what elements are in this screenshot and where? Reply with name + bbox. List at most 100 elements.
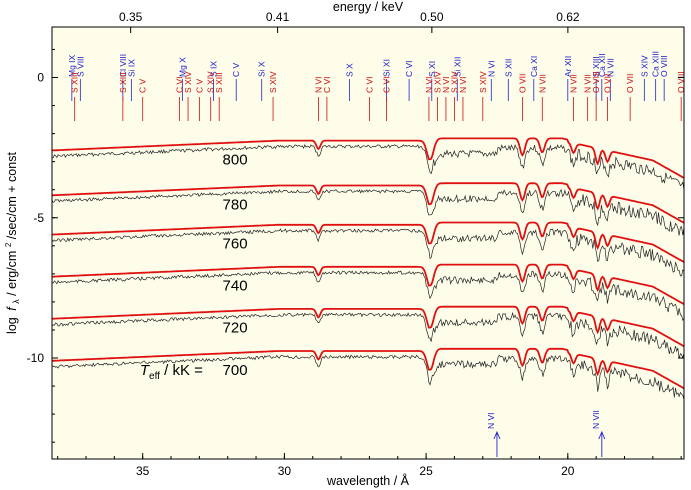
ylabel-rest: / erg/cm bbox=[5, 251, 19, 296]
blue-line-label-3: Si IX bbox=[126, 59, 136, 77]
red-line-label-7: S XIII bbox=[214, 72, 224, 93]
teff-label-780: 780 bbox=[223, 196, 248, 213]
top-tick-label-2: 0.50 bbox=[420, 10, 444, 24]
red-line-label-10: C VI bbox=[322, 76, 332, 93]
red-line-label-22: N VII bbox=[583, 74, 593, 93]
observed-spectrum-780 bbox=[51, 188, 685, 236]
teff-prefix: Teff / kK = bbox=[140, 362, 203, 382]
x-tick-label-2: 25 bbox=[419, 464, 433, 478]
axes-group: 35 30 25 20 0 -5 -10 0.35 0.41 0.50 0.62 bbox=[27, 10, 684, 478]
red-line-label-2: C V bbox=[138, 79, 148, 94]
red-line-label-8: S XIV bbox=[268, 71, 278, 93]
blue-line-label-10: C VI bbox=[404, 60, 414, 77]
blue-line-label-8: S X bbox=[345, 63, 355, 77]
teff-label-720: 720 bbox=[223, 320, 248, 337]
red-line-label-3: C VI bbox=[175, 76, 185, 93]
red-line-label-9: N VI bbox=[313, 76, 323, 93]
red-line-label-24: O VII bbox=[602, 74, 612, 93]
blue-line-label-0: Mg IX bbox=[67, 54, 77, 77]
red-line-label-14: S XIV bbox=[432, 71, 442, 93]
teff-label-740: 740 bbox=[223, 278, 248, 295]
blue-line-label-15: Ca XI bbox=[529, 56, 539, 77]
ylabel-f: f bbox=[5, 306, 19, 311]
observed-spectrum-740 bbox=[51, 270, 685, 322]
ylabel-sup: 2 bbox=[4, 242, 13, 247]
red-line-label-17: N VI bbox=[458, 76, 468, 93]
red-line-label-1: S XIII bbox=[118, 72, 128, 93]
blue-line-label-21: Ca XIII bbox=[651, 51, 661, 77]
red-line-label-21: N VII bbox=[568, 74, 578, 93]
observed-spectrum-700 bbox=[51, 354, 685, 400]
red-line-label-26: O VIII bbox=[676, 71, 686, 93]
observed-spectrum-760 bbox=[51, 228, 685, 277]
red-line-label-25: O VII bbox=[625, 74, 635, 93]
top-tick-label-0: 0.35 bbox=[119, 10, 143, 24]
red-line-label-11: C VI bbox=[364, 76, 374, 93]
red-line-label-23: O VIII bbox=[591, 71, 601, 93]
red-line-label-4: S XIV bbox=[183, 71, 193, 93]
red-line-label-16: S XIV bbox=[449, 71, 459, 93]
blue-line-label-19: N VII bbox=[605, 58, 615, 77]
teff-unit: / kK = bbox=[160, 362, 203, 379]
y-tick-label-1: -5 bbox=[33, 211, 44, 225]
blue-line-label-17: S XIII bbox=[591, 56, 601, 77]
red-line-label-13: N VI bbox=[424, 76, 434, 93]
blue-line-label-2: Cl VIII bbox=[118, 54, 128, 77]
red-line-label-20: N VII bbox=[537, 74, 547, 93]
spectra-group bbox=[51, 137, 685, 400]
teff-label-760: 760 bbox=[223, 236, 248, 253]
x-axis-title: wavelength / Å bbox=[326, 473, 410, 488]
blue-line-label-5: S IX bbox=[209, 61, 219, 77]
observed-spectrum-720 bbox=[51, 311, 685, 359]
teff-label-800: 800 bbox=[223, 151, 248, 168]
model-spectrum-780 bbox=[52, 182, 685, 224]
blue-line-label-9: Si XI bbox=[381, 59, 391, 77]
red-line-label-12: C VI bbox=[381, 76, 391, 93]
arrow-head-0 bbox=[493, 430, 501, 440]
teff-T: T bbox=[140, 362, 151, 379]
ylabel-tail: /sec/cm + const bbox=[5, 152, 19, 240]
ylabel-lambda: λ bbox=[11, 299, 21, 304]
x-tick-label-1: 30 bbox=[278, 464, 292, 478]
plot-frame bbox=[51, 26, 685, 460]
blue-line-label-13: N VI bbox=[486, 60, 496, 77]
y-tick-label-2: -10 bbox=[27, 351, 45, 365]
blue-line-label-14: S XII bbox=[503, 59, 513, 77]
teff-labels: 800 780 760 740 720 700 Teff / kK = bbox=[140, 151, 248, 381]
red-line-label-6: S XIV bbox=[206, 71, 216, 93]
blue-line-label-11: S XI bbox=[427, 61, 437, 77]
model-spectrum-720 bbox=[52, 305, 685, 348]
arrow-head-1 bbox=[598, 430, 606, 440]
blue-line-label-20: S XIV bbox=[639, 55, 649, 77]
blue-line-label-7: Si X bbox=[257, 61, 267, 77]
top-tick-label-1: 0.41 bbox=[266, 10, 290, 24]
blue-line-label-22: O VIII bbox=[659, 55, 669, 77]
red-line-label-19: O VII bbox=[517, 74, 527, 93]
y-axis-title: log f λ / erg/cm 2 /sec/cm + const bbox=[0, 152, 22, 334]
blue-line-label-12: Si XII bbox=[452, 57, 462, 77]
red-line-label-5: C V bbox=[194, 79, 204, 94]
x-tick-label-0: 35 bbox=[136, 464, 150, 478]
model-spectrum-740 bbox=[51, 263, 685, 305]
teff-sub: eff bbox=[149, 371, 160, 382]
model-spectrum-800 bbox=[52, 137, 685, 179]
red-line-label-0: S XIII bbox=[70, 72, 80, 93]
top-axis-title: energy / keV bbox=[333, 0, 404, 14]
blue-line-label-1: S VIII bbox=[75, 56, 85, 77]
top-tick-label-3: 0.62 bbox=[556, 10, 580, 24]
arrow-label-0: N VI bbox=[486, 412, 496, 429]
red-line-label-15: N VI bbox=[441, 76, 451, 93]
plot-background bbox=[52, 27, 684, 459]
ylabel-log: log bbox=[5, 317, 19, 334]
arrow-label-1: N VII bbox=[591, 410, 601, 429]
model-spectrum-760 bbox=[51, 221, 685, 263]
red-line-label-18: S XIV bbox=[478, 71, 488, 93]
observed-spectrum-800 bbox=[51, 144, 685, 191]
y-tick-label-0: 0 bbox=[37, 70, 44, 84]
blue-line-label-6: C V bbox=[231, 63, 241, 78]
blue-line-label-16: Ar XII bbox=[563, 56, 573, 77]
model-spectrum-700 bbox=[52, 347, 685, 390]
blue-line-label-18: Ca XII bbox=[597, 53, 607, 77]
